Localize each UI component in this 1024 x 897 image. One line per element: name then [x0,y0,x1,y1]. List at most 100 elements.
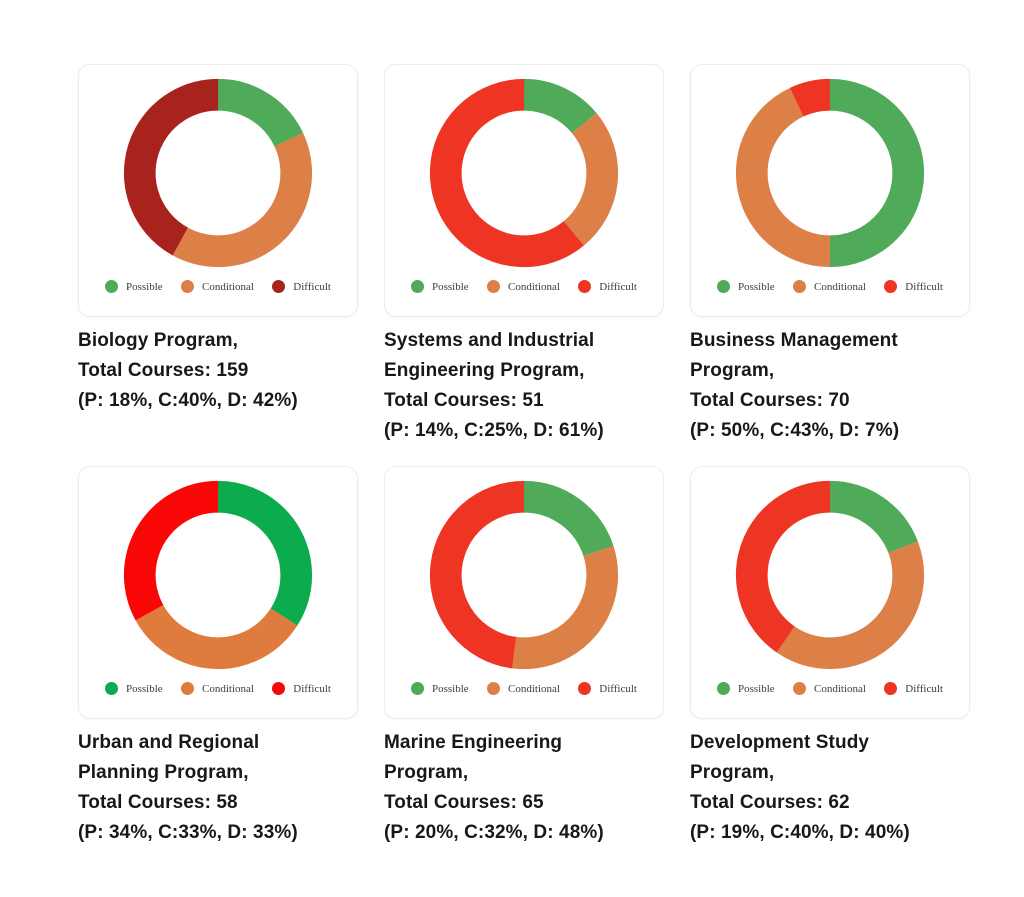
legend-label: Possible [432,682,469,695]
percentages: (P: 50%, C:43%, D: 7%) [690,420,900,441]
conditional-dot-icon [181,682,195,695]
donut-segment[interactable] [429,480,619,670]
conditional-dot-icon [181,280,195,293]
chart-card: Possible Conditional Difficult [384,64,664,317]
percentages: (P: 19%, C:40%, D: 40%) [690,822,910,843]
legend-item-conditional[interactable]: Conditional [181,682,254,695]
donut-chart[interactable] [428,479,620,671]
difficult-dot-icon [884,682,898,695]
legend-item-possible[interactable]: Possible [717,280,775,293]
legend-item-difficult[interactable]: Difficult [578,280,637,293]
percentages: (P: 18%, C:40%, D: 42%) [78,390,298,411]
legend-label: Difficult [905,682,943,695]
legend-item-conditional[interactable]: Conditional [793,280,866,293]
percentages: (P: 20%, C:32%, D: 48%) [384,822,604,843]
legend-item-possible[interactable]: Possible [717,682,775,695]
chart-caption: Business Management Program, Total Cours… [690,326,970,446]
chart-caption: Systems and Industrial Engineering Progr… [384,326,664,446]
legend-item-conditional[interactable]: Conditional [487,682,560,695]
legend-label: Possible [432,280,469,293]
percentages: (P: 34%, C:33%, D: 33%) [78,822,298,843]
legend-label: Conditional [508,280,560,293]
total-courses: Total Courses: 159 [78,360,249,381]
chart-caption: Urban and Regional Planning Program, Tot… [78,728,358,848]
chart-card: Possible Conditional Difficult [384,466,664,719]
program-name: Biology Program, [78,330,238,351]
program-name: Urban and Regional Planning Program, [78,732,260,783]
difficult-dot-icon [578,682,592,695]
donut-chart[interactable] [734,77,926,269]
total-courses: Total Courses: 65 [384,792,544,813]
legend-label: Possible [738,682,775,695]
legend-item-conditional[interactable]: Conditional [487,280,560,293]
chart-card: Possible Conditional Difficult [690,64,970,317]
donut-segment[interactable] [122,77,314,269]
donut-segment[interactable] [428,479,620,671]
legend-label: Conditional [814,280,866,293]
possible-dot-icon [105,682,118,695]
legend-item-possible[interactable]: Possible [105,682,163,695]
conditional-dot-icon [793,280,807,293]
legend-item-possible[interactable]: Possible [411,682,469,695]
total-courses: Total Courses: 70 [690,390,850,411]
legend-item-difficult[interactable]: Difficult [884,280,943,293]
difficult-dot-icon [272,280,286,293]
difficult-dot-icon [578,280,592,293]
legend-label: Possible [126,280,163,293]
conditional-dot-icon [487,280,501,293]
donut-chart[interactable] [734,479,926,671]
possible-dot-icon [717,280,730,293]
possible-dot-icon [717,682,730,695]
chart-legend: Possible Conditional Difficult [701,280,959,293]
conditional-dot-icon [793,682,807,695]
donut-chart[interactable] [122,479,314,671]
legend-item-conditional[interactable]: Conditional [181,280,254,293]
program-name: Business Management Program, [690,330,898,381]
total-courses: Total Courses: 58 [78,792,238,813]
possible-dot-icon [411,280,424,293]
chart-legend: Possible Conditional Difficult [89,280,347,293]
chart-cell: Possible Conditional Difficult Business … [690,64,970,446]
legend-item-difficult[interactable]: Difficult [272,682,331,695]
program-name: Systems and Industrial Engineering Progr… [384,330,595,381]
chart-card: Possible Conditional Difficult [690,466,970,719]
legend-item-possible[interactable]: Possible [105,280,163,293]
legend-label: Difficult [905,280,943,293]
legend-label: Conditional [508,682,560,695]
possible-dot-icon [411,682,424,695]
donut-segment[interactable] [122,479,314,671]
legend-label: Conditional [202,682,254,695]
donut-chart[interactable] [122,77,314,269]
donut-segment[interactable] [428,77,620,269]
program-name: Marine Engineering Program, [384,732,563,783]
legend-item-difficult[interactable]: Difficult [272,280,331,293]
legend-label: Possible [738,280,775,293]
chart-cell: Possible Conditional Difficult Urban and… [78,466,358,848]
chart-cell: Possible Conditional Difficult Marine En… [384,466,664,848]
legend-label: Difficult [293,682,331,695]
chart-card: Possible Conditional Difficult [78,466,358,719]
legend-item-possible[interactable]: Possible [411,280,469,293]
difficult-dot-icon [272,682,286,695]
total-courses: Total Courses: 51 [384,390,544,411]
possible-dot-icon [105,280,118,293]
percentages: (P: 14%, C:25%, D: 61%) [384,420,604,441]
legend-label: Difficult [599,682,637,695]
chart-caption: Biology Program, Total Courses: 159 (P: … [78,326,358,416]
donut-segment[interactable] [122,77,314,269]
donut-segment[interactable] [735,78,925,268]
donut-segment[interactable] [122,479,314,671]
legend-item-difficult[interactable]: Difficult [578,682,637,695]
difficult-dot-icon [884,280,898,293]
chart-caption: Marine Engineering Program, Total Course… [384,728,664,848]
legend-label: Difficult [293,280,331,293]
legend-item-conditional[interactable]: Conditional [793,682,866,695]
legend-label: Conditional [814,682,866,695]
legend-item-difficult[interactable]: Difficult [884,682,943,695]
legend-label: Conditional [202,280,254,293]
donut-chart[interactable] [428,77,620,269]
legend-label: Difficult [599,280,637,293]
charts-grid: Possible Conditional Difficult Biology P… [78,64,970,848]
chart-legend: Possible Conditional Difficult [395,682,653,695]
chart-caption: Development Study Program, Total Courses… [690,728,970,848]
